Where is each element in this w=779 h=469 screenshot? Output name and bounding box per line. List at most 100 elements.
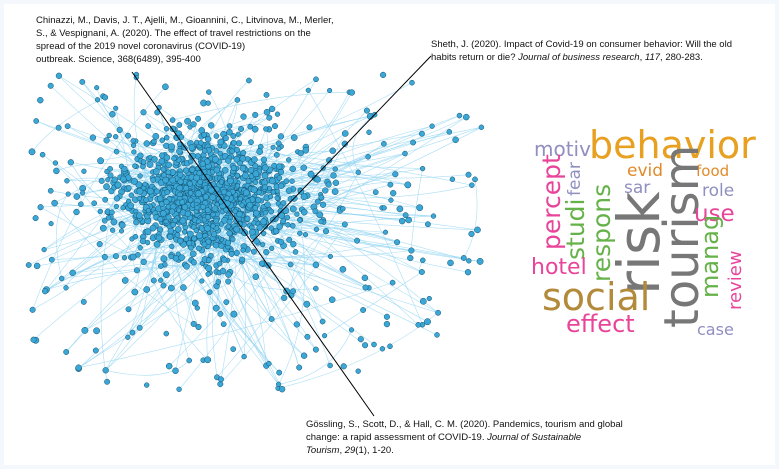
network-node: [215, 279, 222, 285]
network-node: [111, 176, 118, 183]
network-node: [136, 212, 143, 219]
citation-chinazzi-line3: spread of the 2019 novel coronavirus (CO…: [36, 41, 246, 52]
network-edge: [172, 92, 352, 121]
network-node: [183, 236, 189, 242]
network-node: [245, 178, 252, 185]
network-node: [268, 105, 276, 113]
network-edge: [40, 206, 161, 267]
network-node: [96, 241, 103, 248]
network-node: [273, 152, 280, 158]
network-node: [110, 218, 118, 226]
network-node: [199, 278, 205, 284]
network-node: [183, 263, 190, 270]
citation-gossling-volume: 29: [344, 445, 356, 456]
word-studi: studi: [561, 199, 590, 261]
network-node: [329, 147, 336, 154]
network-node: [155, 234, 163, 242]
network-node: [191, 235, 197, 242]
network-edge: [278, 329, 352, 385]
network-node: [118, 221, 126, 229]
network-node: [302, 232, 309, 238]
network-node: [182, 167, 190, 174]
network-node: [268, 208, 275, 215]
network-node: [187, 158, 194, 165]
network-node: [246, 201, 254, 209]
network-node: [140, 258, 147, 266]
citation-gossling-line2: change: a rapid assessment of COVID-19. …: [306, 431, 623, 444]
network-node: [289, 178, 295, 184]
network-node: [253, 238, 260, 245]
network-edge: [296, 213, 386, 236]
network-node: [273, 228, 280, 235]
network-edge: [58, 75, 166, 155]
network-node: [186, 230, 194, 238]
network-node: [144, 239, 151, 246]
network-edge: [193, 245, 412, 258]
network-node: [142, 181, 148, 187]
network-node: [225, 157, 232, 164]
word-manag: manag: [696, 215, 724, 298]
network-edge: [254, 131, 450, 190]
network-node: [213, 166, 221, 174]
network-node: [230, 236, 236, 243]
network-node: [255, 196, 262, 204]
network-node: [218, 242, 225, 249]
citation-gossling-title-end: change: a rapid assessment of COVID-19.: [306, 432, 488, 443]
network-edge: [42, 154, 82, 205]
network-node: [195, 232, 203, 240]
network-node: [240, 113, 247, 120]
network-node: [256, 224, 263, 231]
network-node: [264, 201, 271, 208]
citation-sheth-journal: Journal of business research: [518, 52, 640, 63]
network-node: [250, 248, 257, 255]
network-node: [227, 177, 234, 185]
network-node: [226, 128, 233, 136]
network-node: [176, 147, 183, 155]
network-node: [252, 179, 259, 185]
citation-sheth-line2: habits return or die? Journal of busines…: [431, 51, 732, 64]
network-node: [222, 135, 229, 142]
network-node: [135, 181, 143, 189]
network-node: [235, 183, 241, 189]
network-node: [165, 214, 172, 221]
network-node: [290, 241, 297, 248]
network-node: [260, 218, 268, 226]
network-node: [126, 185, 132, 191]
network-node: [176, 141, 183, 147]
network-node: [143, 197, 149, 203]
network-edge: [228, 211, 481, 262]
network-node: [261, 172, 269, 179]
network-node: [313, 226, 320, 233]
network-node: [113, 148, 120, 155]
network-edge: [220, 214, 240, 385]
network-node: [307, 170, 315, 178]
network-node: [252, 273, 260, 280]
network-node: [269, 245, 275, 252]
network-node: [239, 256, 245, 263]
network-node: [256, 148, 264, 155]
network-edge: [463, 179, 478, 259]
network-edge: [322, 182, 408, 206]
citation-network: [25, 55, 485, 417]
network-node: [269, 216, 276, 223]
network-node: [289, 205, 297, 213]
network-node: [104, 168, 110, 175]
network-node: [153, 240, 161, 248]
citation-chinazzi: Chinazzi, M., Davis, J. T., Ajelli, M., …: [36, 14, 334, 66]
network-node: [103, 183, 110, 190]
network-edge: [230, 249, 291, 265]
citation-sheth-title-end: habits return or die?: [431, 52, 519, 63]
citation-chinazzi-line2: S., & Vespignani, A. (2020). The effect …: [36, 28, 311, 39]
network-edge: [184, 264, 279, 385]
citation-gossling-journal-end: Tourism: [306, 445, 340, 456]
network-edge: [78, 282, 393, 368]
network-node: [176, 122, 183, 128]
network-edge: [31, 97, 106, 152]
network-node: [226, 123, 233, 129]
network-node: [297, 150, 304, 157]
network-node: [221, 167, 229, 174]
network-node: [300, 164, 308, 171]
network-node: [261, 164, 269, 172]
network-node: [190, 121, 197, 128]
